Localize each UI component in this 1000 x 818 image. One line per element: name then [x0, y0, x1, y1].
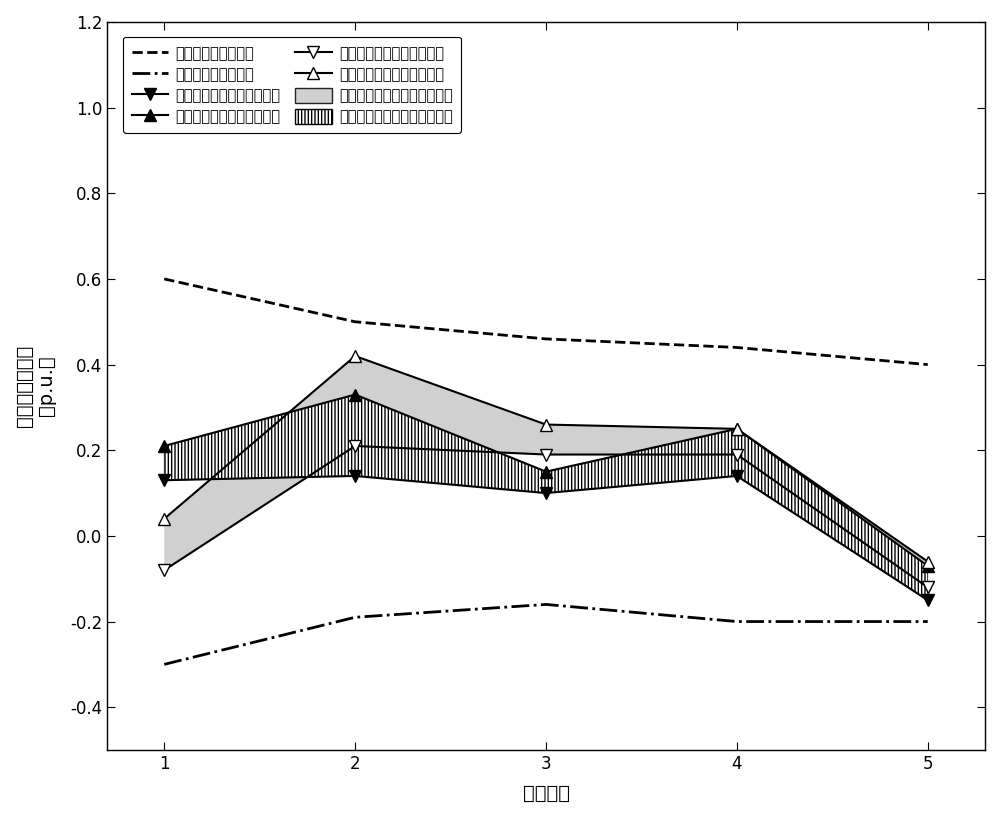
Y-axis label: 发电机无功出力
（p.u.）: 发电机无功出力 （p.u.）: [15, 345, 56, 427]
Legend: 发电机无功出力上限, 发电机无功出力下限, 机会约束规划方法区间下界, 机会约束规划方法区间上界, 区间无功优化方法区间下界, 区间无功优化方法区间上界, 区间: 发电机无功出力上限, 发电机无功出力下限, 机会约束规划方法区间下界, 机会约束…: [123, 37, 461, 133]
X-axis label: 节点编号: 节点编号: [522, 784, 570, 803]
